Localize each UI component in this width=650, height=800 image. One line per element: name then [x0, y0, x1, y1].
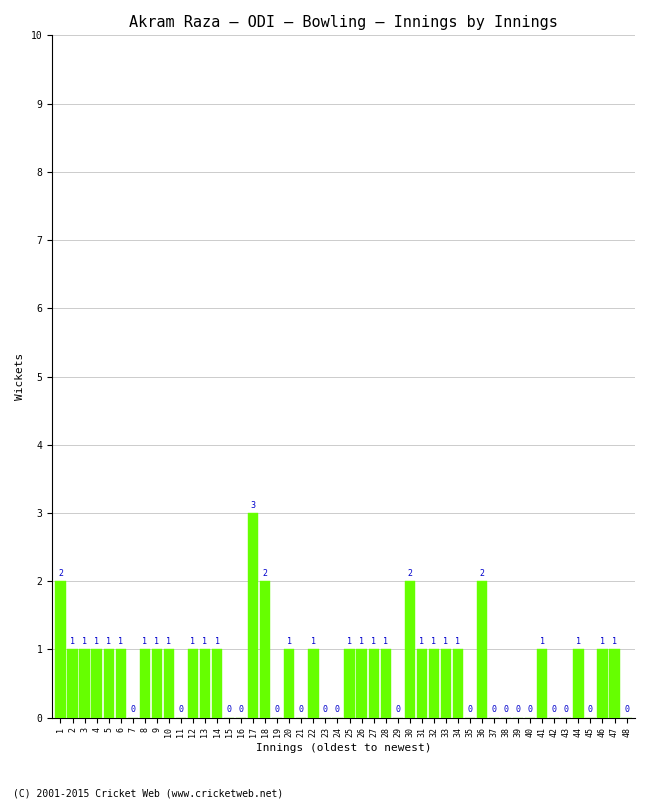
Text: 0: 0	[239, 706, 244, 714]
Bar	[55, 582, 66, 718]
Text: 1: 1	[154, 637, 159, 646]
X-axis label: Innings (oldest to newest): Innings (oldest to newest)	[255, 743, 431, 753]
Text: 2: 2	[263, 569, 268, 578]
Text: 1: 1	[383, 637, 388, 646]
Text: 0: 0	[467, 706, 473, 714]
Bar	[188, 650, 198, 718]
Text: 2: 2	[408, 569, 412, 578]
Text: 0: 0	[552, 706, 557, 714]
Text: 0: 0	[275, 706, 280, 714]
Text: 0: 0	[504, 706, 508, 714]
Bar	[260, 582, 270, 718]
Text: 2: 2	[480, 569, 484, 578]
Bar	[441, 650, 451, 718]
Text: 1: 1	[432, 637, 436, 646]
Text: 0: 0	[395, 706, 400, 714]
Text: 1: 1	[540, 637, 545, 646]
Bar	[405, 582, 415, 718]
Text: 0: 0	[323, 706, 328, 714]
Text: 2: 2	[58, 569, 63, 578]
Text: 1: 1	[94, 637, 99, 646]
Bar	[308, 650, 318, 718]
Text: 1: 1	[311, 637, 316, 646]
Bar	[573, 650, 584, 718]
Text: 0: 0	[299, 706, 304, 714]
Text: 1: 1	[347, 637, 352, 646]
Bar	[79, 650, 90, 718]
Bar	[344, 650, 355, 718]
Bar	[610, 650, 619, 718]
Bar	[248, 513, 258, 718]
Bar	[429, 650, 439, 718]
Bar	[380, 650, 391, 718]
Text: (C) 2001-2015 Cricket Web (www.cricketweb.net): (C) 2001-2015 Cricket Web (www.cricketwe…	[13, 788, 283, 798]
Text: 1: 1	[456, 637, 460, 646]
Bar	[537, 650, 547, 718]
Text: 0: 0	[178, 706, 183, 714]
Text: 1: 1	[287, 637, 292, 646]
Bar	[597, 650, 608, 718]
Bar	[284, 650, 294, 718]
Y-axis label: Wickets: Wickets	[15, 353, 25, 400]
Bar	[116, 650, 126, 718]
Text: 1: 1	[118, 637, 124, 646]
Text: 1: 1	[359, 637, 364, 646]
Bar	[151, 650, 162, 718]
Bar	[417, 650, 427, 718]
Bar	[164, 650, 174, 718]
Text: 3: 3	[251, 501, 255, 510]
Text: 1: 1	[371, 637, 376, 646]
Text: 1: 1	[612, 637, 617, 646]
Text: 1: 1	[70, 637, 75, 646]
Text: 0: 0	[624, 706, 629, 714]
Text: 1: 1	[82, 637, 87, 646]
Title: Akram Raza – ODI – Bowling – Innings by Innings: Akram Raza – ODI – Bowling – Innings by …	[129, 15, 558, 30]
Text: 0: 0	[491, 706, 497, 714]
Text: 1: 1	[214, 637, 220, 646]
Text: 0: 0	[227, 706, 231, 714]
Text: 1: 1	[166, 637, 172, 646]
Text: 1: 1	[576, 637, 581, 646]
Bar	[68, 650, 77, 718]
Text: 1: 1	[419, 637, 424, 646]
Text: 0: 0	[515, 706, 521, 714]
Bar	[356, 650, 367, 718]
Text: 1: 1	[190, 637, 196, 646]
Text: 0: 0	[528, 706, 533, 714]
Bar	[453, 650, 463, 718]
Text: 1: 1	[443, 637, 448, 646]
Text: 1: 1	[203, 637, 207, 646]
Text: 0: 0	[564, 706, 569, 714]
Text: 1: 1	[142, 637, 148, 646]
Bar	[477, 582, 487, 718]
Bar	[200, 650, 210, 718]
Text: 0: 0	[335, 706, 340, 714]
Bar	[212, 650, 222, 718]
Text: 0: 0	[130, 706, 135, 714]
Text: 1: 1	[600, 637, 605, 646]
Bar	[92, 650, 101, 718]
Bar	[140, 650, 150, 718]
Bar	[369, 650, 379, 718]
Bar	[103, 650, 114, 718]
Text: 0: 0	[588, 706, 593, 714]
Text: 1: 1	[106, 637, 111, 646]
